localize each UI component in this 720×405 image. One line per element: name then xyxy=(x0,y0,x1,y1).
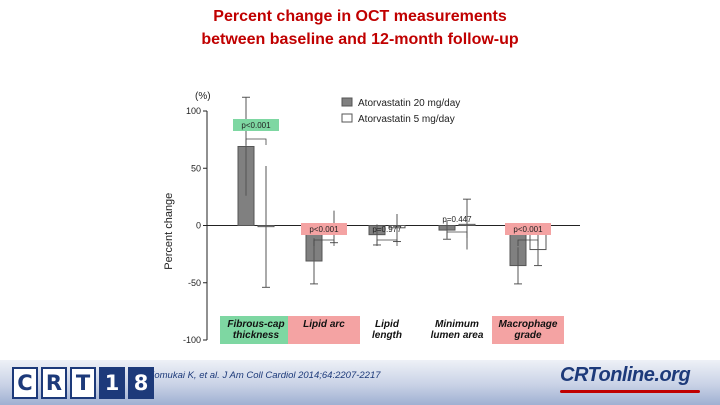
pvalue-label: p<0.001 xyxy=(241,121,271,130)
y-tick-label: 0 xyxy=(196,221,201,231)
crtonline-swoosh xyxy=(560,390,700,393)
chart-title-line2: between baseline and 12-month follow-up xyxy=(201,31,519,48)
pvalue-bracket xyxy=(517,239,539,246)
logo-letter-t: T xyxy=(70,367,96,399)
category-box xyxy=(288,316,360,344)
bar-chart: 100 50 0 -50 -100 (%) Percent change p<0.001 p<0… xyxy=(163,91,580,345)
category-label: grade xyxy=(513,330,542,341)
legend-swatch xyxy=(341,113,353,123)
legend-label: Atorvastatin 5 mg/day xyxy=(358,114,455,125)
pvalue-label: p=0.447 xyxy=(442,215,472,224)
y-axis-title: Percent change xyxy=(163,193,175,270)
logo-letter-r: R xyxy=(41,367,67,399)
category-label: Lipid arc xyxy=(303,319,345,330)
pvalue-box xyxy=(505,223,551,235)
category-label: Macrophage xyxy=(499,319,558,330)
y-tick-label: 50 xyxy=(191,163,201,173)
category-box xyxy=(492,316,564,344)
logo-letter-c: C xyxy=(12,367,38,399)
pvalue-bracket xyxy=(313,239,335,246)
pvalue-bracket xyxy=(446,231,468,238)
citation: Komukai K, et al. J Am Coll Cardiol 2014… xyxy=(148,370,381,381)
legend-label: Atorvastatin 20 mg/day xyxy=(358,98,460,109)
pvalue-bracket xyxy=(376,239,398,246)
pvalue-label: p<0.001 xyxy=(309,225,339,234)
y-unit-label: (%) xyxy=(195,91,211,102)
y-tick-label: 100 xyxy=(186,106,201,116)
category-label: Fibrous-cap xyxy=(227,319,284,330)
pvalue-label: p=0.977 xyxy=(372,225,402,234)
y-tick-label: -100 xyxy=(183,335,201,345)
y-tick-label: -50 xyxy=(188,278,201,288)
chart-title: Percent change in OCT measurements betwe… xyxy=(0,5,720,51)
pvalue-box xyxy=(233,119,279,131)
category-label: thickness xyxy=(233,330,280,341)
logo-digit-1: 1 xyxy=(99,367,125,399)
pvalue-box xyxy=(301,223,347,235)
category-box xyxy=(220,316,292,344)
crtonline-logo: CRTonline.org xyxy=(560,364,691,386)
category-label: Lipid xyxy=(375,319,400,330)
pvalue-label: p<0.001 xyxy=(513,225,543,234)
category-label: Minimum xyxy=(435,319,479,330)
category-label: lumen area xyxy=(431,330,484,341)
pvalue-bracket xyxy=(245,138,267,145)
legend-swatch xyxy=(341,97,353,107)
logo-digit-8: 8 xyxy=(128,367,154,399)
category-label: length xyxy=(372,330,402,341)
crt18-logo: C R T 1 8 xyxy=(12,367,154,399)
chart-title-line1: Percent change in OCT measurements xyxy=(213,8,507,25)
